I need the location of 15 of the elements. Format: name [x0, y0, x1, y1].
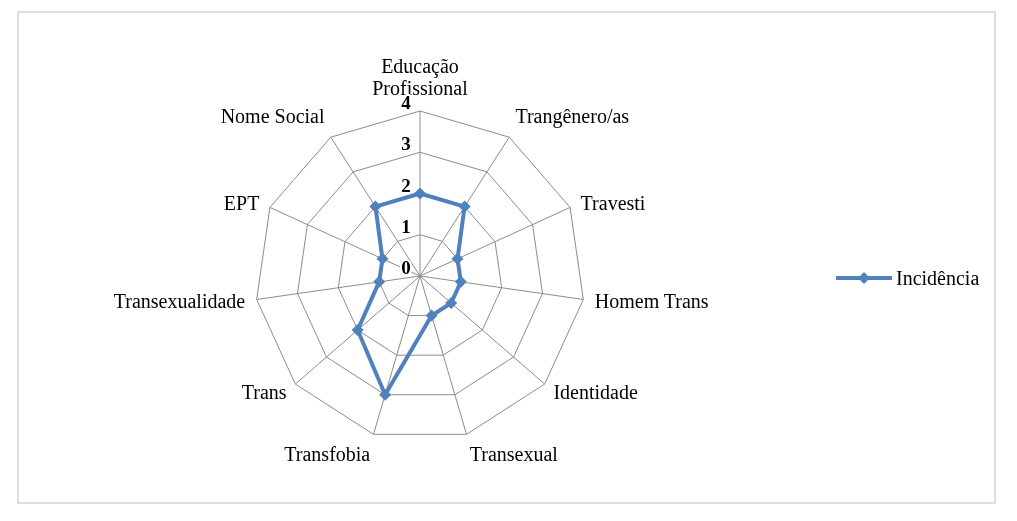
legend-label: Incidência — [896, 267, 980, 289]
spoke-label: Homem Trans — [594, 290, 709, 313]
spoke-label: Transexual — [469, 443, 559, 466]
spoke-label: Trangênero/as — [515, 105, 630, 129]
spoke-label: Nome Social — [220, 105, 325, 128]
spoke-label: EPT — [223, 191, 260, 214]
y-tick-label: 2 — [401, 174, 411, 196]
spoke-label: Travesti — [580, 191, 646, 214]
y-tick-label: 3 — [401, 133, 411, 155]
y-tick-label: 1 — [401, 215, 411, 237]
y-tick-label: 0 — [401, 257, 411, 278]
spoke-label: Transfobia — [284, 443, 371, 466]
spoke-label: Transexualidade — [113, 290, 246, 313]
spoke-label: Identidade — [553, 380, 638, 403]
spoke-label: Trans — [241, 380, 287, 403]
